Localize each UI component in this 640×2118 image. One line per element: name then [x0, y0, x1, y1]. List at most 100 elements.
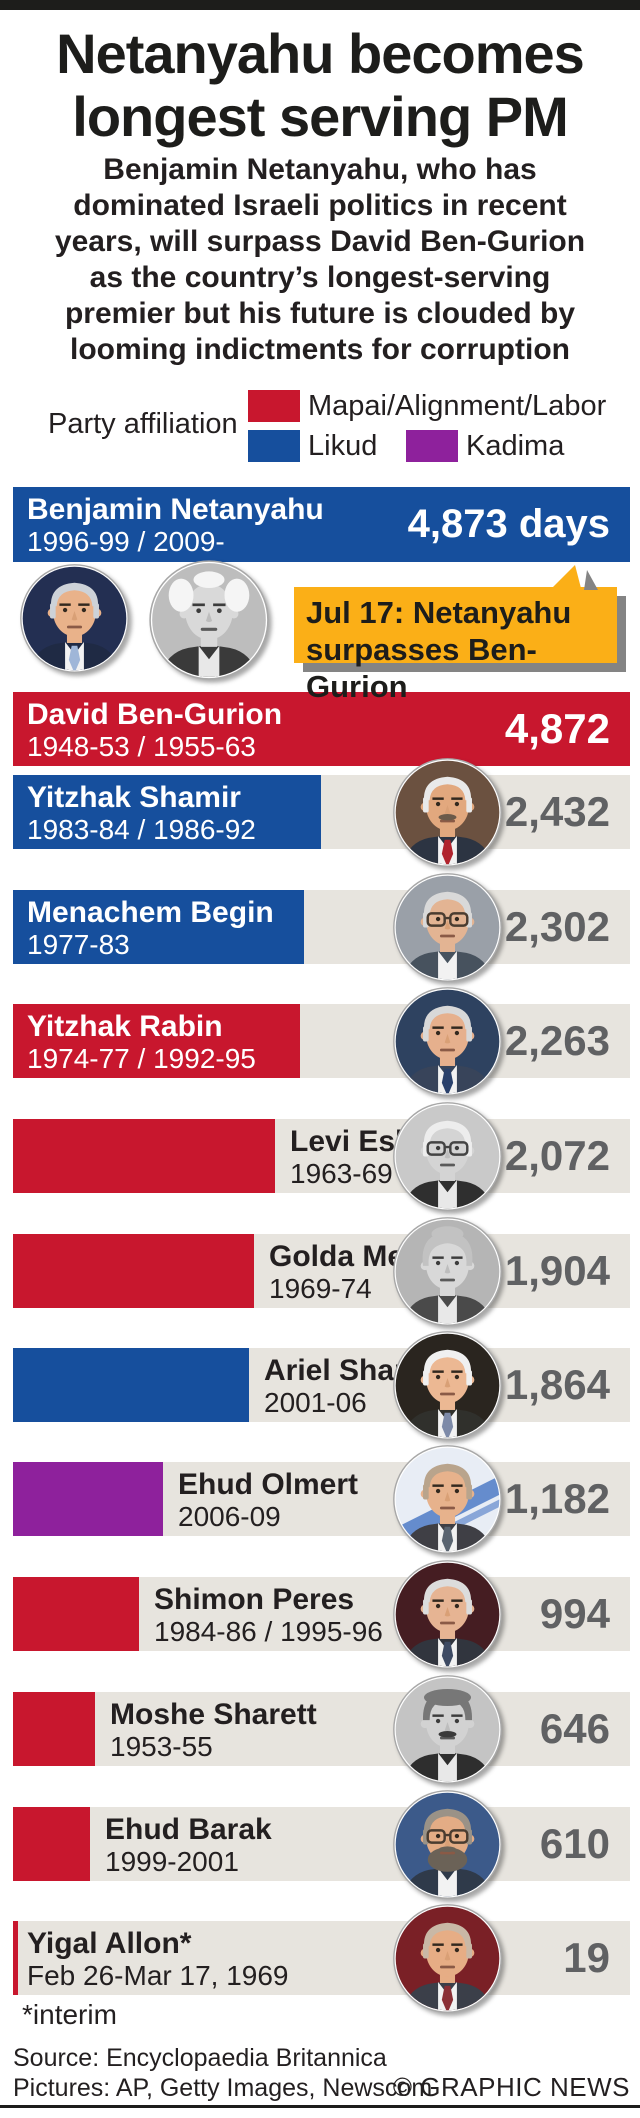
pm-label: Moshe Sharett 1953-55: [110, 1698, 317, 1762]
party-bar: [13, 1119, 275, 1193]
footnote: *interim: [22, 1999, 117, 2030]
legend-swatch-labor: [248, 390, 300, 422]
pm-name: Moshe Sharett: [110, 1698, 317, 1731]
row-strip: [13, 1807, 630, 1881]
pm-portrait: [391, 1215, 504, 1328]
pm-years: 1969-74: [269, 1273, 372, 1304]
days-value: 19: [563, 1934, 610, 1981]
subtitle-line: looming indictments for corruption: [70, 333, 570, 366]
bar-row: Ariel Sharon 2001-06 1,864: [13, 1331, 630, 1440]
pm-years: 2001-06: [264, 1387, 367, 1418]
legend-label: Party affiliation: [48, 408, 238, 440]
pm-years: 1983-84 / 1986-92: [27, 814, 256, 845]
days-value: 4,873 days: [407, 502, 610, 546]
pm-label: Shimon Peres 1984-86 / 1995-96: [154, 1583, 383, 1647]
pm-name: Benjamin Netanyahu: [27, 493, 324, 526]
bar-row: Benjamin Netanyahu 1996-99 / 2009- 4,873 d…: [13, 487, 630, 562]
pm-label: Yigal Allon* Feb 26-Mar 17, 1969: [27, 1927, 289, 1991]
title-line-2: longest serving PM: [72, 85, 568, 148]
copyright: © GRAPHIC NEWS: [392, 2072, 630, 2102]
pm-name: Yitzhak Rabin: [27, 1010, 223, 1043]
portrait-ben-gurion: [147, 558, 271, 682]
subtitle-line: as the country’s longest-serving: [89, 261, 551, 294]
party-bar: [13, 1577, 139, 1651]
callout-line-1: Jul 17: Netanyahu: [306, 595, 572, 630]
bar-row: Ehud Olmert 2006-09 1,182: [13, 1445, 630, 1554]
pm-label: David Ben-Gurion 1948-53 / 1955-63: [27, 698, 282, 762]
pm-years: 1996-99 / 2009-: [27, 526, 225, 557]
pm-portrait: [391, 871, 504, 984]
pm-portrait: [391, 1329, 504, 1442]
pm-label: Yitzhak Rabin 1974-77 / 1992-95: [27, 1010, 256, 1074]
pm-portrait: [391, 1673, 504, 1786]
pm-name: Ehud Barak: [105, 1813, 272, 1846]
pm-years: 1953-55: [110, 1731, 213, 1762]
legend-item-label: Mapai/Alignment/Labor: [308, 390, 607, 422]
pm-years: 1974-77 / 1992-95: [27, 1043, 256, 1074]
party-bar: [13, 692, 630, 766]
days-value: 994: [539, 1590, 610, 1637]
party-bar: [13, 1921, 18, 1995]
subtitle-line: years, will surpass David Ben-Gurion: [54, 225, 586, 258]
pm-name: Yigal Allon*: [27, 1927, 192, 1960]
portrait-netanyahu: [18, 562, 131, 675]
title-line-1: Netanyahu becomes: [56, 22, 585, 85]
callout: Jul 17: Netanyahu surpasses Ben-Gurion: [294, 587, 617, 704]
days-value: 4,872: [504, 705, 610, 752]
pm-years: 1977-83: [27, 929, 130, 960]
bar-row: David Ben-Gurion 1948-53 / 1955-63 4,872: [13, 692, 630, 766]
bottom-rule: [0, 2105, 640, 2108]
days-value: 2,072: [504, 1132, 610, 1179]
subtitle-line: Benjamin Netanyahu, who has: [103, 153, 537, 186]
pm-label: Yitzhak Shamir 1983-84 / 1986-92: [27, 781, 256, 845]
days-value: 1,904: [504, 1247, 610, 1294]
bar-row: Shimon Peres 1984-86 / 1995-96 994: [13, 1560, 630, 1669]
subtitle-line: dominated Israeli politics in recent: [73, 189, 567, 222]
party-bar: [13, 1807, 90, 1881]
pm-name: Menachem Begin: [27, 896, 274, 929]
days-value: 2,432: [504, 788, 610, 835]
pm-portrait: [391, 1558, 504, 1671]
callout-line-2: surpasses Ben-Gurion: [306, 632, 537, 704]
party-bar: [13, 1692, 95, 1766]
days-value: 610: [539, 1820, 610, 1867]
page-title: Netanyahu becomes longest serving PM: [0, 22, 640, 148]
bar-row: Moshe Sharett 1953-55 646: [13, 1675, 630, 1784]
party-bar: [13, 1348, 249, 1422]
pm-name: Ehud Olmert: [178, 1468, 359, 1501]
pm-portrait: [391, 1443, 504, 1556]
party-bar: [13, 1234, 254, 1308]
pm-years: 1984-86 / 1995-96: [154, 1616, 383, 1647]
callout-text: Jul 17: Netanyahu surpasses Ben-Gurion: [306, 594, 617, 705]
subtitle: Benjamin Netanyahu, who has dominated Isr…: [0, 152, 640, 368]
pm-years: 2006-09: [178, 1501, 281, 1532]
subtitle-line: premier but his future is clouded by: [64, 297, 576, 330]
pm-portrait: [391, 985, 504, 1098]
pm-label: Benjamin Netanyahu 1996-99 / 2009-: [27, 493, 324, 557]
legend-item-label: Kadima: [466, 430, 565, 462]
pictures-line: Pictures: AP, Getty Images, Newscom: [13, 2074, 433, 2102]
pm-years: 1948-53 / 1955-63: [27, 731, 256, 762]
callout-pointer-icon: [548, 565, 598, 592]
pm-portrait: [391, 756, 504, 869]
bar-row: Levi Eshkol 1963-69 2,072: [13, 1102, 630, 1211]
pm-portrait: [391, 1788, 504, 1901]
days-value: 2,302: [504, 903, 610, 950]
bar-row: Yigal Allon* Feb 26-Mar 17, 1969 19: [13, 1904, 630, 2013]
pm-label: Ehud Olmert 2006-09: [178, 1468, 358, 1532]
pm-name: Yitzhak Shamir: [27, 781, 241, 814]
party-bar: [13, 487, 630, 562]
top-bar: [0, 0, 640, 10]
days-value: 1,182: [504, 1475, 610, 1522]
pm-portrait: [391, 1100, 504, 1213]
party-bar: [13, 890, 304, 964]
pm-label: Menachem Begin 1977-83: [27, 896, 274, 960]
party-bar: [13, 775, 321, 849]
pm-name: Shimon Peres: [154, 1583, 355, 1616]
party-bar: [13, 1462, 163, 1536]
pm-label: Ehud Barak 1999-2001: [105, 1813, 272, 1877]
legend-swatch-kadima: [406, 430, 458, 462]
bar-row: Golda Meir 1969-74 1,904: [13, 1217, 630, 1326]
party-bar: [13, 1004, 300, 1078]
